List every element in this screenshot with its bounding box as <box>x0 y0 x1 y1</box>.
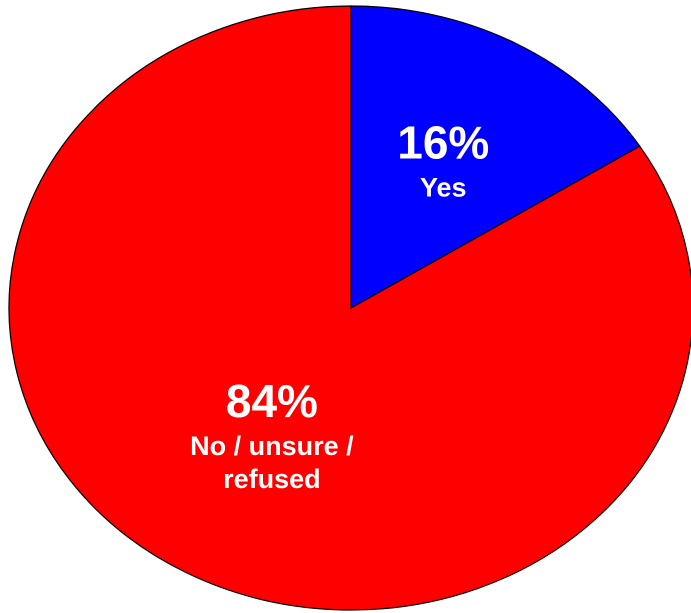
pie-slice-yes <box>350 5 641 310</box>
category-label: Yes <box>420 172 467 202</box>
category-label: No / unsure / <box>190 431 354 461</box>
data-label-percent: 84% <box>226 375 318 427</box>
category-label: refused <box>223 464 321 494</box>
pie-slice-no-unsure-refused <box>8 5 691 611</box>
data-label-percent: 16% <box>397 116 489 168</box>
